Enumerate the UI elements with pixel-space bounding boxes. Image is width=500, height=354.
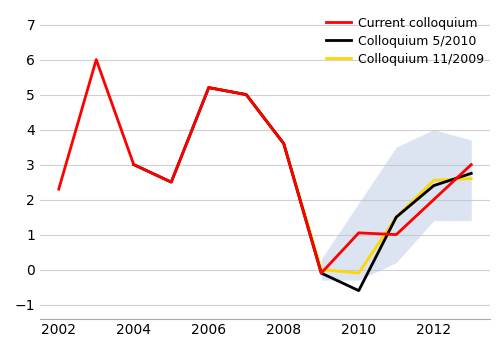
Legend: Current colloquium, Colloquium 5/2010, Colloquium 11/2009: Current colloquium, Colloquium 5/2010, C… [326,17,484,66]
